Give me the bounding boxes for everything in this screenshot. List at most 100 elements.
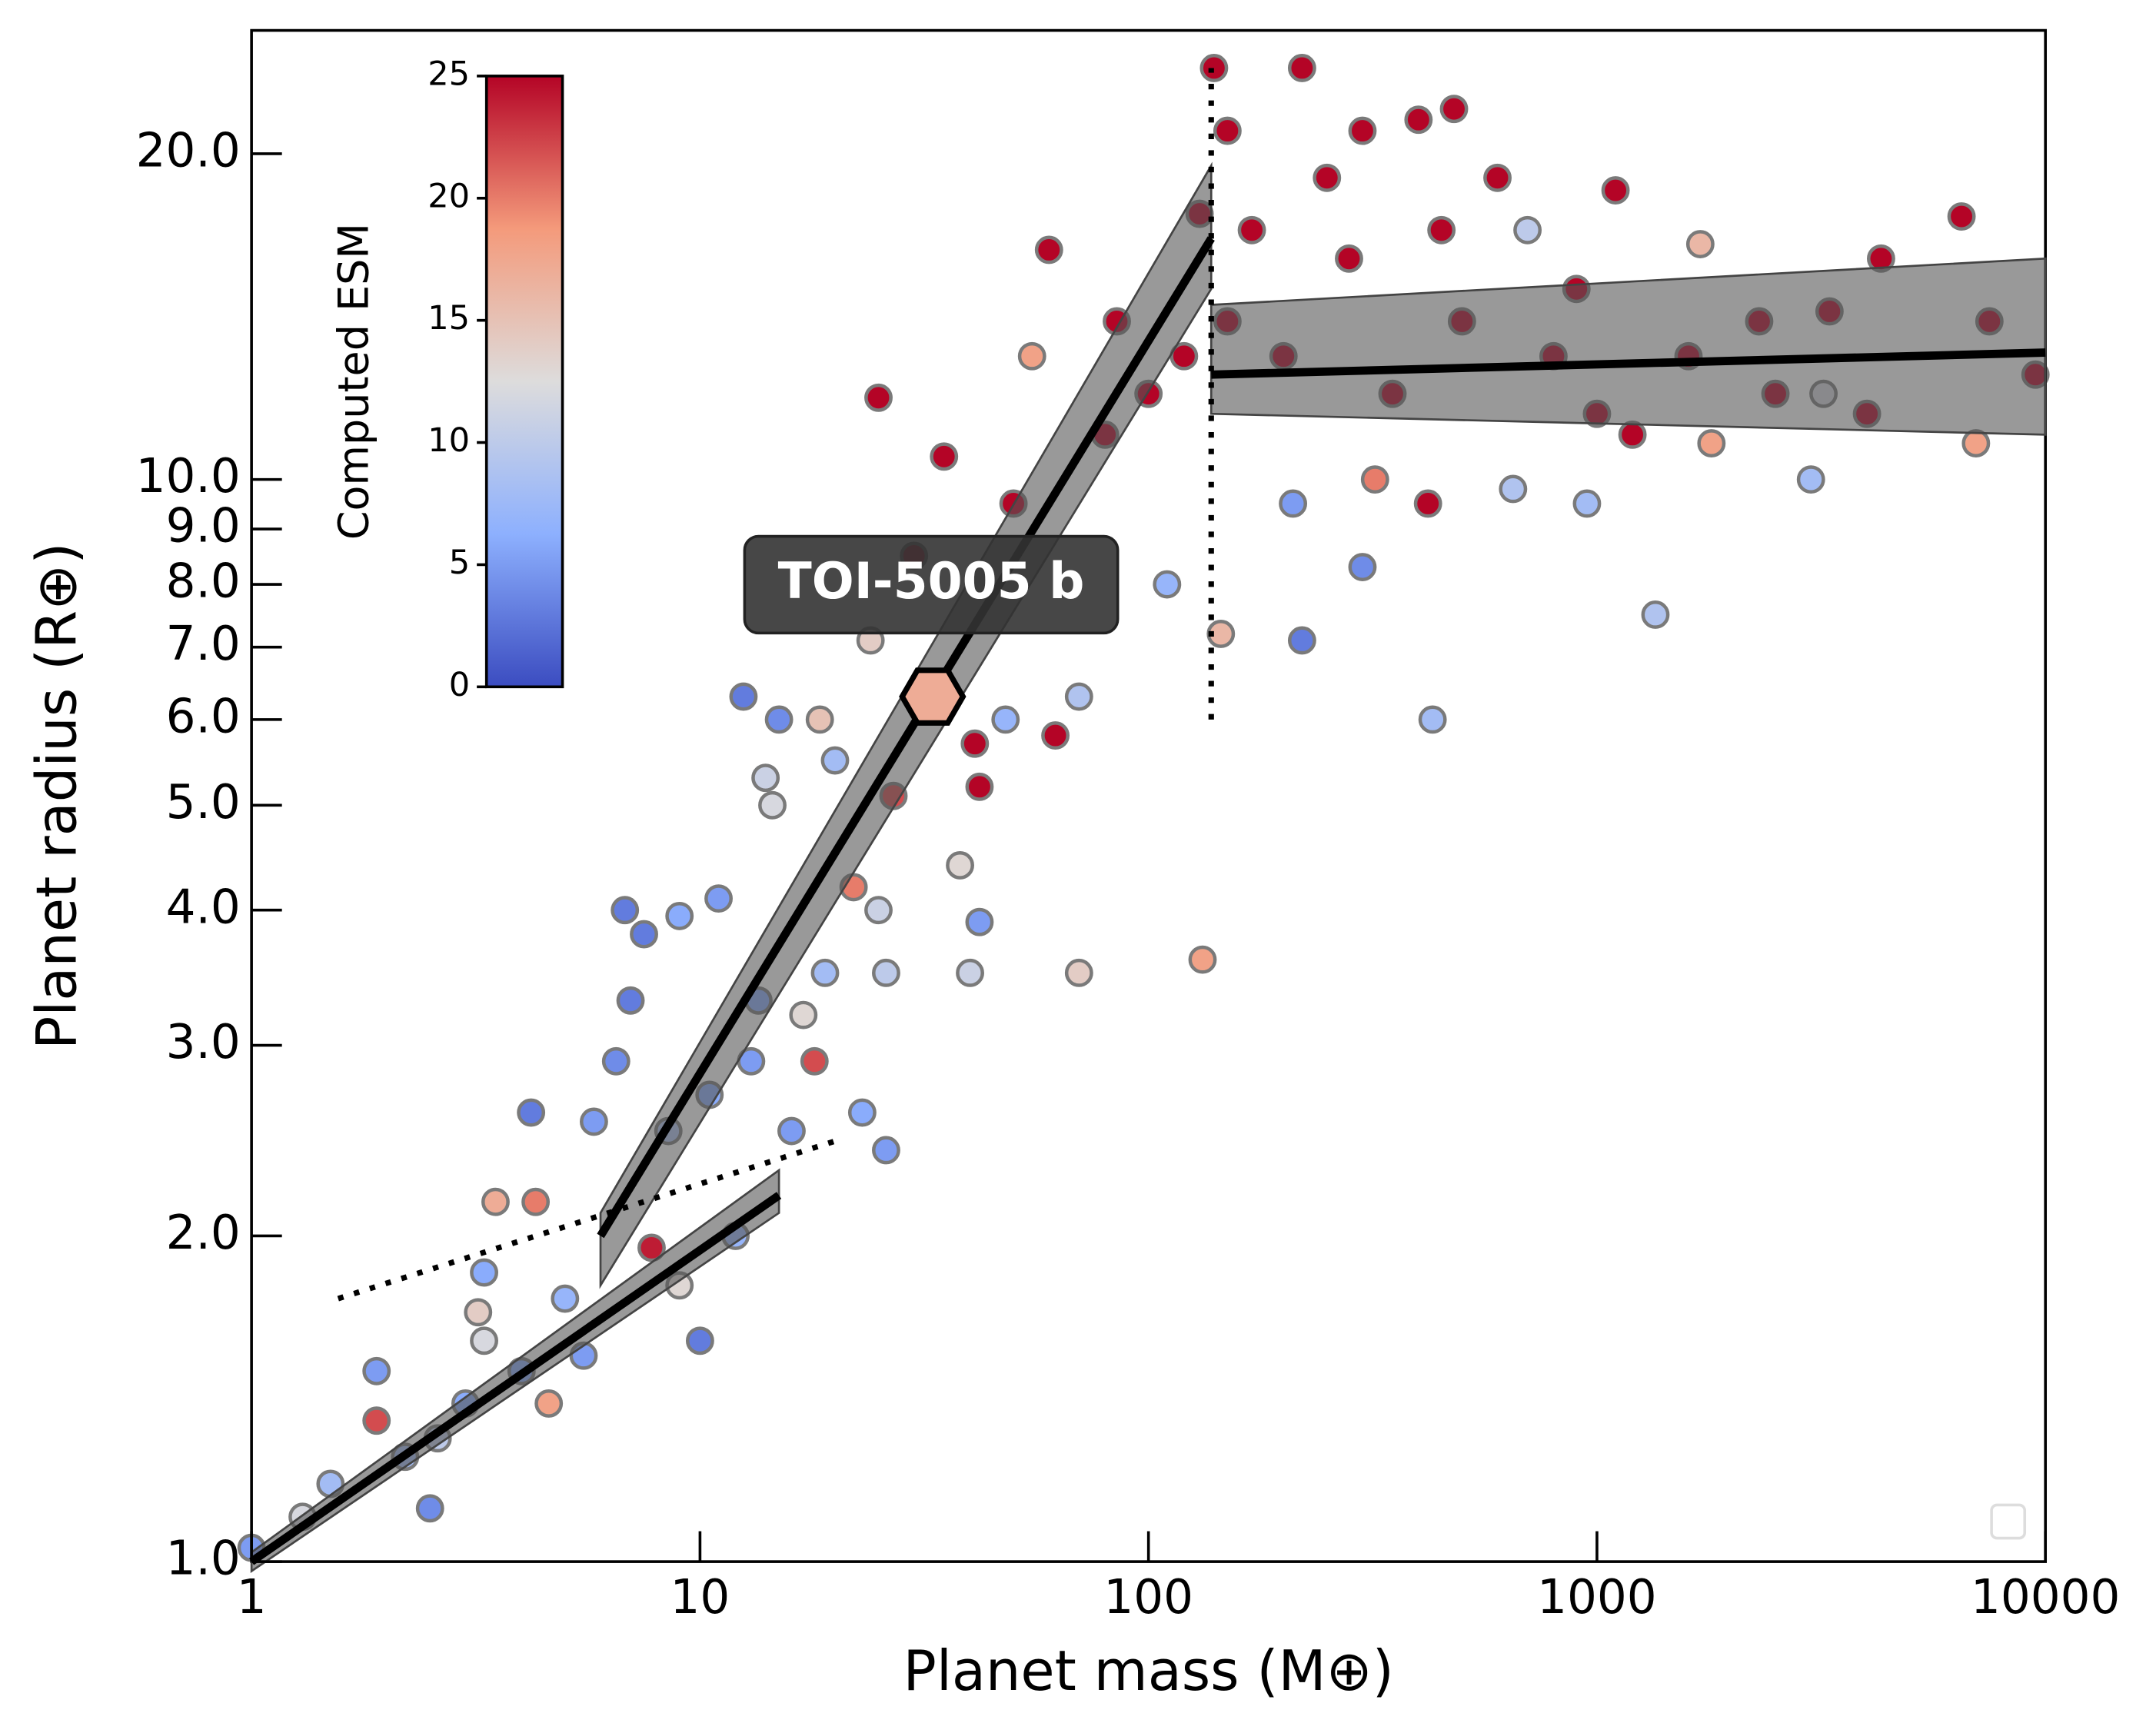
planet-point [579, 1107, 608, 1136]
planet-point [1439, 95, 1469, 124]
planet-point [1064, 682, 1093, 711]
planet-point [470, 1326, 498, 1355]
planet-point [872, 1136, 900, 1165]
planet-point [847, 1098, 877, 1127]
x-axis-label: Planet mass (M⊕) [903, 1638, 1394, 1703]
planet-point [1427, 215, 1456, 244]
planet-point [1947, 202, 1976, 231]
planet-point [1213, 116, 1242, 145]
planet-point [1499, 474, 1528, 504]
legend-box [1990, 1503, 2027, 1540]
planet-point [1483, 163, 1512, 192]
planet-point [729, 682, 758, 711]
colorbar-tick-label: 0 [449, 666, 470, 704]
y-tick-label: 1.0 [166, 1532, 241, 1586]
colorbar-tick-label: 15 [428, 299, 470, 338]
planet-point [789, 1000, 818, 1029]
colorbar-tick-label: 5 [449, 544, 470, 582]
planet-point [1961, 429, 1991, 458]
y-tick-label: 6.0 [166, 689, 241, 743]
planet-point [864, 896, 893, 925]
planet-point [630, 920, 658, 949]
planet-point [810, 958, 840, 987]
planet-point [1697, 429, 1726, 458]
x-tick-label: 1000 [1537, 1570, 1657, 1625]
planet-point [1685, 230, 1715, 258]
overlay: TOI-5005 b [249, 68, 2047, 1574]
y-tick-label: 8.0 [166, 554, 241, 609]
planet-point [805, 705, 834, 734]
y-tick-label: 20.0 [136, 124, 241, 178]
planet-point [991, 705, 1020, 734]
planet-point [1601, 176, 1630, 205]
planet-point [1287, 626, 1316, 655]
planet-point [1418, 705, 1447, 734]
planet-point [1348, 116, 1377, 145]
y-tick-label: 2.0 [166, 1206, 241, 1260]
planet-point [960, 729, 990, 758]
x-tick-label: 10 [670, 1570, 730, 1625]
planet-point [481, 1187, 510, 1216]
colorbar [484, 75, 564, 689]
fit-band [599, 161, 1213, 1289]
planet-point [1360, 465, 1389, 494]
fit-line [597, 236, 1215, 1239]
colorbar-tick-label: 25 [428, 55, 470, 93]
planet-point [1404, 105, 1433, 135]
planet-point [930, 442, 959, 471]
planet-point [362, 1406, 391, 1435]
planet-point [362, 1356, 391, 1385]
fit-line [249, 1192, 782, 1565]
colorbar-tick-label: 10 [428, 421, 470, 460]
planet-point [1064, 958, 1093, 987]
y-tick-label: 5.0 [166, 775, 241, 830]
x-tick-label: 100 [1103, 1570, 1193, 1625]
planet-point [956, 958, 984, 987]
planet-point [1348, 553, 1377, 581]
x-tick-label: 1 [237, 1570, 267, 1625]
y-tick-label: 9.0 [166, 499, 241, 554]
planet-point [464, 1298, 493, 1327]
y-tick-label: 7.0 [166, 617, 241, 671]
planet-point [534, 1389, 564, 1418]
planet-point [1188, 945, 1217, 974]
planet-point [758, 790, 787, 820]
planet-point [470, 1258, 498, 1287]
x-tick-label: 10000 [1971, 1570, 2120, 1625]
planet-point [1237, 215, 1266, 244]
planet-point [1199, 54, 1229, 82]
planet-point [637, 1233, 666, 1262]
planet-point [965, 907, 994, 936]
fit-line [337, 1137, 838, 1302]
planet-point [1413, 489, 1442, 518]
fit-line [1211, 348, 2046, 379]
y-tick-label: 3.0 [166, 1015, 241, 1069]
planet-point [1206, 620, 1236, 648]
planet-point [1641, 600, 1670, 629]
colorbar-tick-label: 20 [428, 177, 470, 215]
planet-point [415, 1494, 444, 1523]
planet-point [616, 986, 645, 1015]
planet-point [1153, 570, 1182, 599]
planet-point [1287, 54, 1316, 82]
annotation-box [743, 534, 1120, 635]
planet-point [965, 772, 994, 801]
planet-point [601, 1046, 630, 1076]
planet-point [611, 896, 640, 925]
planet-point [820, 746, 850, 775]
planet-point [1017, 341, 1046, 371]
planet-point [1513, 215, 1542, 244]
planet-point [551, 1284, 580, 1313]
planet-point [704, 884, 733, 913]
planet-point [1335, 244, 1363, 273]
annotation-text: TOI-5005 b [778, 553, 1085, 610]
planet-point [1618, 420, 1647, 449]
planet-point [1041, 721, 1070, 750]
y-axis-label: Planet radius (R⊕) [25, 543, 89, 1049]
planet-point [1572, 489, 1602, 518]
planet-point [764, 705, 794, 734]
y-tick-label: 4.0 [166, 880, 241, 934]
planet-point [800, 1046, 829, 1076]
highlight-planet [899, 667, 967, 726]
